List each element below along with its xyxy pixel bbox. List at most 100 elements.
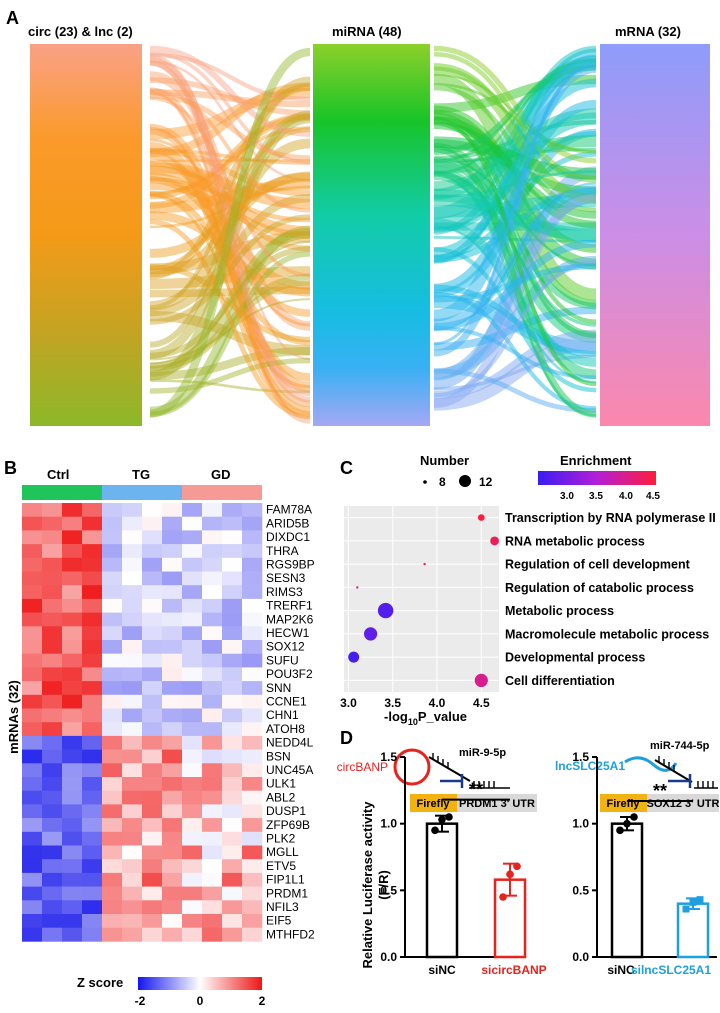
heatmap-cell <box>82 640 102 654</box>
dotplot-term-label: Regulation of catabolic process <box>505 581 694 595</box>
heatmap-cell <box>162 763 182 777</box>
heatmap-cell <box>182 777 202 791</box>
heatmap-cell <box>62 503 82 517</box>
heatmap-cell <box>42 873 62 887</box>
heatmap-cell <box>62 873 82 887</box>
heatmap-cell <box>82 572 102 586</box>
heatmap-cell <box>102 517 122 531</box>
heatmap-row-label: FIP1L1 <box>266 873 305 887</box>
heatmap-cell <box>142 791 162 805</box>
heatmap-cell <box>202 517 222 531</box>
dotplot-point <box>378 603 393 618</box>
size-legend-value-large: 12 <box>479 475 493 489</box>
heatmap-cell <box>82 873 102 887</box>
sankey-node-mirna <box>313 44 430 426</box>
heatmap-cell <box>62 736 82 750</box>
heatmap-cell <box>242 846 262 860</box>
heatmap-cell <box>82 585 102 599</box>
size-legend-value-small: 8 <box>439 475 446 489</box>
heatmap-row-label: SOX12 <box>266 640 305 654</box>
heatmap-cell <box>82 736 102 750</box>
heatmap-cell <box>242 558 262 572</box>
heatmap-cell <box>102 736 122 750</box>
heatmap-cell <box>202 832 222 846</box>
heatmap-cell <box>162 654 182 668</box>
heatmap-cell <box>42 695 62 709</box>
heatmap-cell <box>102 626 122 640</box>
heatmap-row-labels: FAM78AARID5BDIXDC1THRARGS9BPSESN3RIMS3TR… <box>266 503 315 942</box>
dotplot-term-label: Developmental process <box>505 651 645 665</box>
heatmap-cell <box>122 640 142 654</box>
heatmap-cell <box>22 846 42 860</box>
heatmap-cell <box>202 681 222 695</box>
heatmap-cell <box>202 695 222 709</box>
heatmap-cell <box>22 791 42 805</box>
heatmap-cell <box>222 887 242 901</box>
heatmap-cell <box>202 640 222 654</box>
heatmap-cell <box>82 626 102 640</box>
heatmap-cell <box>142 599 162 613</box>
heatmap-row-label: TRERF1 <box>266 599 313 613</box>
heatmap-cell <box>122 613 142 627</box>
heatmap-cell <box>42 914 62 928</box>
heatmap-cell <box>142 544 162 558</box>
heatmap-cell <box>82 750 102 764</box>
heatmap-cell <box>242 722 262 736</box>
heatmap-cell <box>62 859 82 873</box>
heatmap-cell <box>242 832 262 846</box>
heatmap-cell <box>62 558 82 572</box>
heatmap-cell <box>222 777 242 791</box>
heatmap-row-label: NEDD4L <box>266 736 314 750</box>
heatmap-cell <box>62 695 82 709</box>
heatmap-row-label: ARID5B <box>266 516 309 530</box>
heatmap-cell <box>242 517 262 531</box>
heatmap-cell <box>182 914 202 928</box>
heatmap-cell <box>182 558 202 572</box>
group-label-ctrl: Ctrl <box>47 467 69 482</box>
heatmap-cell <box>82 832 102 846</box>
heatmap-cell <box>102 544 122 558</box>
heatmap-cell <box>102 914 122 928</box>
zscore-title: Z score <box>77 975 123 990</box>
heatmap-cell <box>82 763 102 777</box>
dotplot-point <box>490 537 499 546</box>
heatmap-cell <box>42 667 62 681</box>
heatmap-cell <box>42 750 62 764</box>
heatmap-cell <box>142 832 162 846</box>
heatmap-cell <box>42 777 62 791</box>
heatmap-cell <box>42 681 62 695</box>
heatmap-cell <box>42 558 62 572</box>
heatmap-cell <box>122 914 142 928</box>
dotplot-point <box>475 674 488 687</box>
heatmap-cell <box>222 626 242 640</box>
heatmap-cell <box>182 654 202 668</box>
heatmap-cell <box>42 900 62 914</box>
heatmap-cell <box>142 722 162 736</box>
group-label-gd: GD <box>211 467 231 482</box>
heatmap-cell <box>202 585 222 599</box>
heatmap-cell <box>182 846 202 860</box>
heatmap-cell <box>222 846 242 860</box>
heatmap-cell <box>242 763 262 777</box>
heatmap-cell <box>22 640 42 654</box>
size-legend-dot-large <box>459 475 471 487</box>
significance-label: ** <box>653 781 667 801</box>
heatmap-row-label: MAP2K6 <box>266 612 314 626</box>
heatmap-cell <box>242 654 262 668</box>
heatmap-cell <box>222 914 242 928</box>
heatmap-cell <box>122 859 142 873</box>
enrichment-tick-3: 4.0 <box>619 491 633 502</box>
heatmap-cell <box>42 585 62 599</box>
heatmap-cell <box>222 544 242 558</box>
heatmap-cell <box>242 887 262 901</box>
heatmap-cell <box>202 928 222 942</box>
dotplot-x-axis-label: -log10P_value <box>384 709 467 727</box>
heatmap-cell <box>62 900 82 914</box>
zscore-tick-max: 2 <box>259 994 266 1008</box>
mirna-744-label: miR-744-5p <box>650 740 710 752</box>
heatmap-cell <box>162 640 182 654</box>
heatmap-cell <box>62 846 82 860</box>
heatmap-cell <box>102 640 122 654</box>
